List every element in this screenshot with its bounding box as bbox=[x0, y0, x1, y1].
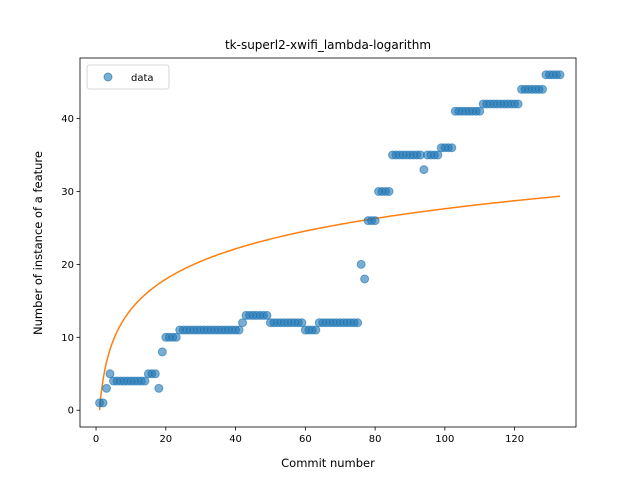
y-tick-label: 20 bbox=[61, 260, 74, 271]
data-point bbox=[384, 186, 394, 196]
data-point bbox=[171, 332, 181, 342]
x-tick-label: 40 bbox=[229, 434, 242, 445]
x-axis-label: Commit number bbox=[281, 456, 375, 470]
axes-frame bbox=[79, 57, 577, 428]
data-point bbox=[475, 106, 485, 116]
x-tick-label: 20 bbox=[159, 434, 172, 445]
data-point bbox=[102, 383, 112, 393]
data-point bbox=[105, 369, 115, 379]
plot-area: 0 20 40 60 80 100 120 0 10 20 30 40 data bbox=[61, 57, 577, 445]
x-tick-label: 0 bbox=[93, 434, 99, 445]
y-tick-label: 40 bbox=[61, 114, 74, 125]
legend-marker bbox=[103, 72, 113, 82]
data-point bbox=[370, 216, 380, 226]
data-point bbox=[297, 318, 307, 328]
data-point bbox=[98, 398, 108, 408]
x-tick-label: 60 bbox=[299, 434, 312, 445]
x-tick-label: 100 bbox=[435, 434, 454, 445]
x-tick-label: 120 bbox=[505, 434, 524, 445]
data-point bbox=[360, 274, 370, 284]
data-point bbox=[356, 259, 366, 269]
data-point bbox=[234, 325, 244, 335]
y-tick-label: 30 bbox=[61, 187, 74, 198]
legend-label: data bbox=[131, 73, 154, 84]
data-point bbox=[419, 165, 429, 175]
y-axis-label: Number of instance of a feature bbox=[31, 151, 45, 335]
legend-box bbox=[86, 64, 170, 90]
data-point bbox=[447, 143, 457, 153]
y-tick-label: 10 bbox=[61, 333, 74, 344]
y-tick-label: 0 bbox=[68, 406, 74, 417]
data-point bbox=[238, 318, 248, 328]
data-point bbox=[311, 325, 321, 335]
data-point bbox=[555, 70, 565, 80]
data-point bbox=[262, 310, 272, 320]
chart-title: tk-superl2-xwifi_lambda-logarithm bbox=[225, 38, 431, 52]
data-point bbox=[433, 150, 443, 160]
data-point bbox=[150, 369, 160, 379]
data-point bbox=[154, 383, 164, 393]
data-point bbox=[140, 376, 150, 386]
data-point bbox=[157, 347, 167, 357]
data-point bbox=[538, 84, 548, 94]
data-point bbox=[353, 318, 363, 328]
fit-line bbox=[98, 195, 561, 411]
data-point bbox=[513, 99, 523, 109]
x-tick-label: 80 bbox=[369, 434, 382, 445]
